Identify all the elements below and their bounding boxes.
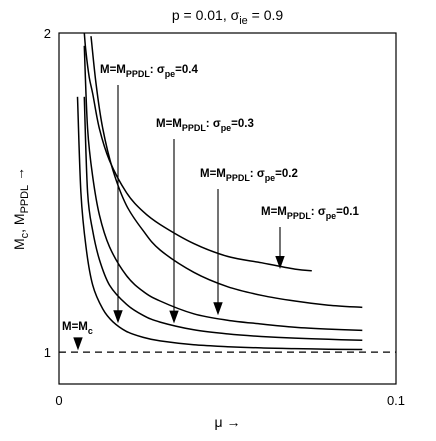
- annotation-label-part: PPDL: [126, 69, 150, 79]
- annotation-label-part: pe: [165, 69, 175, 79]
- annotation-arrowhead: [275, 256, 285, 269]
- annotation-label-part: pe: [221, 123, 231, 133]
- y-axis-label-part: c: [19, 232, 31, 238]
- series-line-4: [83, 32, 312, 272]
- annotation-label-part: M=M: [62, 321, 88, 333]
- chart-title-part: = 0.9: [248, 7, 284, 23]
- annotation-label-part: pe: [265, 173, 275, 183]
- annotation-label-part: pe: [326, 211, 336, 221]
- y-axis-label-part: →: [11, 167, 27, 185]
- annotation-label-part: M=M: [100, 64, 126, 76]
- y-tick-label: 2: [44, 26, 51, 41]
- y-axis-label-part: , M: [11, 213, 27, 232]
- annotation-label-part: M=M: [200, 168, 226, 180]
- annotation-label-part: =0.2: [275, 168, 298, 180]
- x-tick-label: 0.1: [387, 393, 405, 408]
- annotation-label-part: M=M: [156, 118, 182, 130]
- y-axis-label: Mc, MPPDL →: [11, 167, 31, 250]
- annotation-label: M=MPPDL: σpe=0.4: [100, 64, 198, 79]
- chart-title-part: p = 0.01, σ: [172, 7, 240, 23]
- annotation-arrowhead: [169, 310, 179, 324]
- chart-title-part: ie: [239, 15, 248, 27]
- annotation-label-part: : σ: [311, 206, 326, 218]
- y-axis-label-part: PPDL: [19, 185, 31, 214]
- annotation-label: M=MPPDL: σpe=0.1: [261, 206, 359, 221]
- annotation-label-part: : σ: [150, 64, 165, 76]
- series-line-1: [83, 96, 363, 342]
- annotation-label-part: : σ: [250, 168, 265, 180]
- annotation-label: M=Mc: [62, 321, 93, 336]
- annotation-arrowhead: [213, 302, 223, 316]
- annotation-label: M=MPPDL: σpe=0.3: [156, 118, 254, 133]
- annotation-label-part: PPDL: [226, 173, 250, 183]
- annotation-label-part: =0.1: [336, 206, 359, 218]
- annotation-label: M=MPPDL: σpe=0.2: [200, 168, 298, 183]
- series-line-2: [83, 45, 363, 332]
- annotation-label-part: PPDL: [287, 211, 311, 221]
- annotation-label-part: =0.4: [175, 64, 198, 76]
- chart-title: p = 0.01, σie = 0.9: [172, 7, 284, 27]
- annotation-label-part: : σ: [206, 118, 221, 130]
- series-line-0: [76, 96, 363, 351]
- annotation-arrowhead: [113, 310, 123, 324]
- annotation-label-part: c: [88, 326, 93, 336]
- x-tick-label: 0: [55, 393, 62, 408]
- annotation-label-part: M=M: [261, 206, 287, 218]
- series-line-3: [90, 36, 363, 309]
- annotation-arrowhead: [73, 337, 83, 351]
- x-axis-label: μ →: [215, 414, 241, 430]
- plot-frame: [58, 32, 397, 385]
- annotation-label-part: PPDL: [182, 123, 206, 133]
- y-axis-label-part: M: [11, 238, 27, 250]
- y-tick-label: 1: [44, 345, 51, 360]
- annotation-label-part: =0.3: [231, 118, 254, 130]
